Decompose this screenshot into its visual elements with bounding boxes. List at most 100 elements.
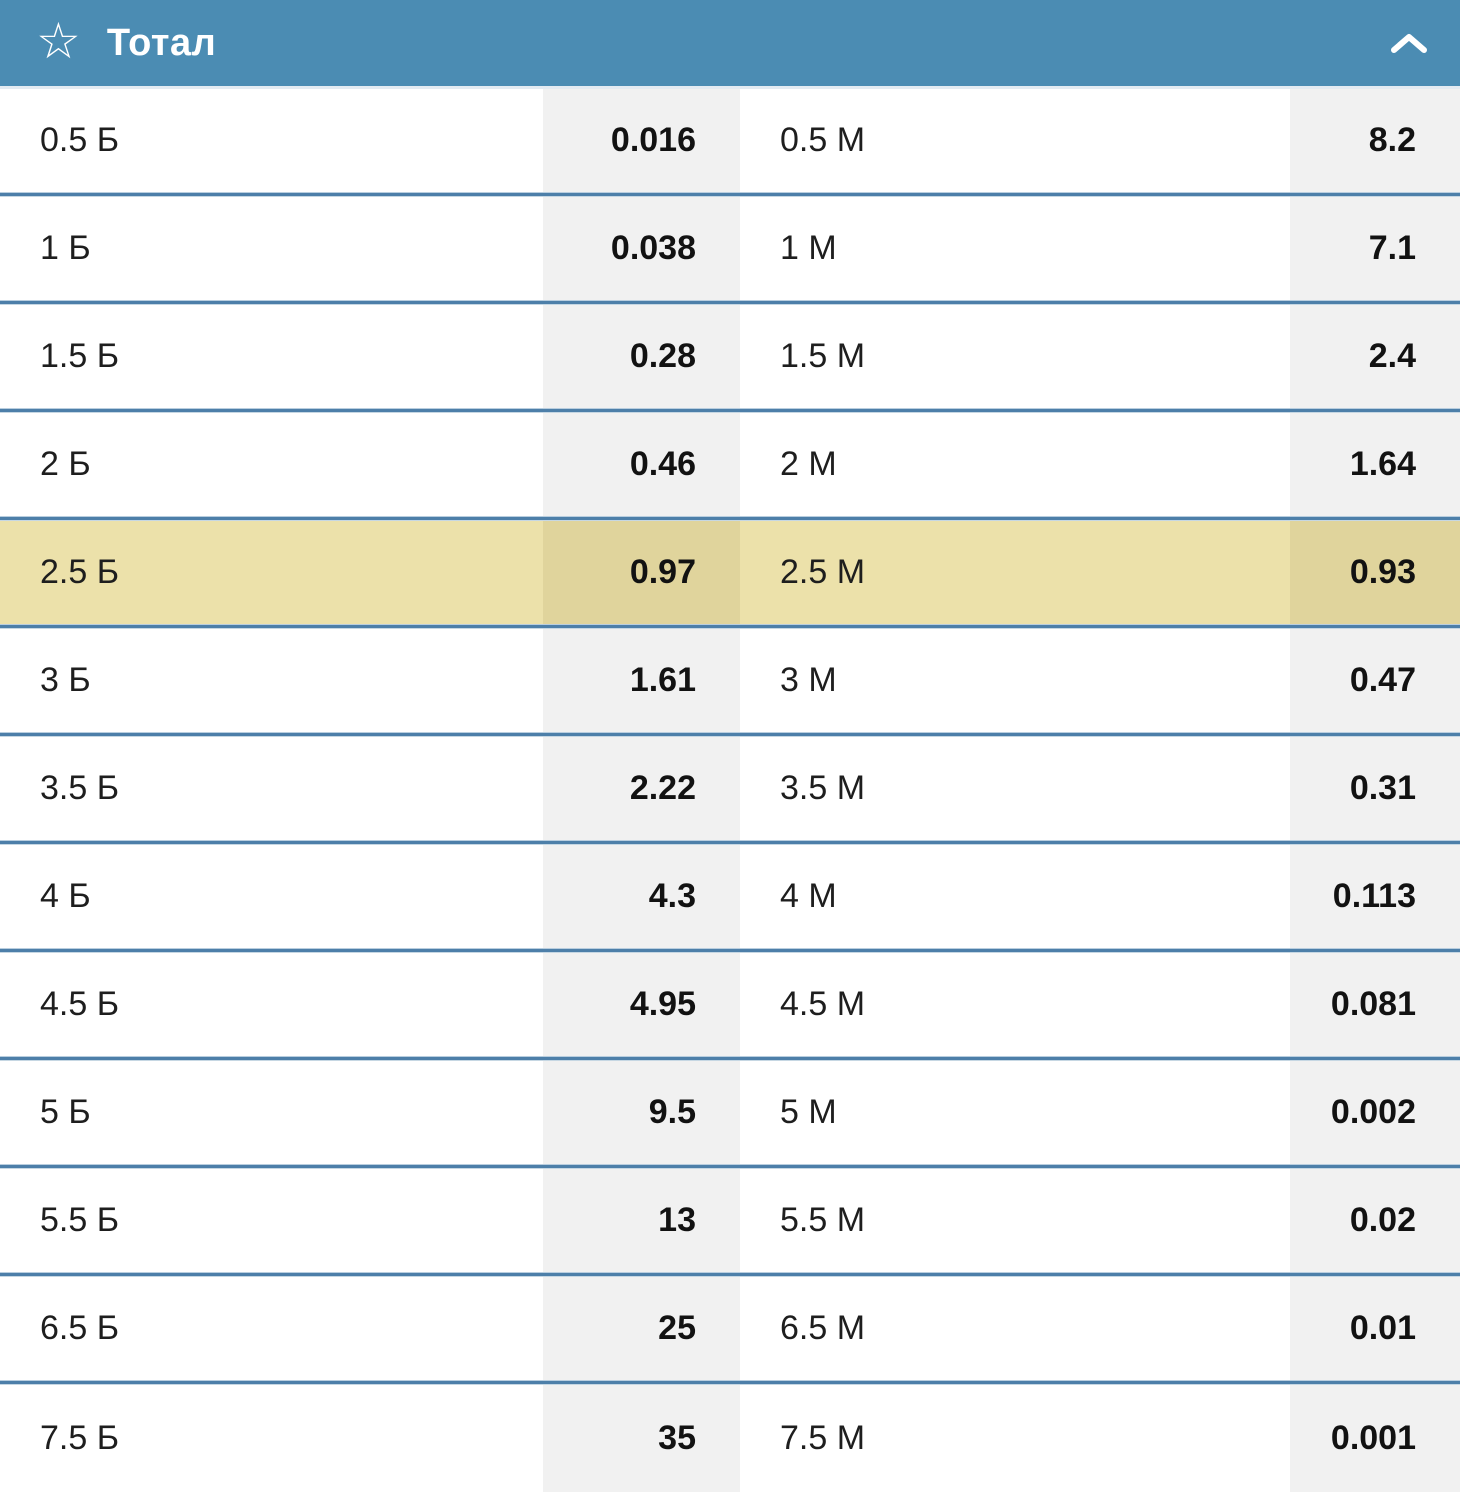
bet-over-odds: 13 (658, 1201, 696, 1239)
bet-option-under[interactable]: 7.5 М 0.001 (740, 1385, 1460, 1492)
bet-under-label: 5.5 М (780, 1201, 866, 1239)
bet-under-odds-cell: 2.4 (1290, 305, 1460, 408)
bet-over-odds-cell: 0.038 (543, 197, 740, 300)
bet-over-label: 4.5 Б (40, 985, 120, 1023)
bet-under-odds-cell: 0.31 (1290, 737, 1460, 840)
row-wrap: 6.5 Б 25 6.5 М 0.01 (0, 1277, 1460, 1385)
bet-over-odds: 1.61 (629, 661, 696, 699)
row-separator (0, 300, 1460, 305)
bet-under-label-cell: 2.5 М (740, 521, 1290, 624)
row-separator (0, 1272, 1460, 1277)
bet-under-label: 3 М (780, 661, 837, 699)
bet-under-label-cell: 5 М (740, 1061, 1290, 1164)
bet-under-odds: 7.1 (1368, 229, 1416, 267)
bet-under-odds-cell: 0.02 (1290, 1169, 1460, 1272)
bet-under-label-cell: 4.5 М (740, 953, 1290, 1056)
row-wrap: 5 Б 9.5 5 М 0.002 (0, 1061, 1460, 1169)
bet-under-label-cell: 1 М (740, 197, 1290, 300)
bet-over-odds-cell: 0.28 (543, 305, 740, 408)
bet-option-over[interactable]: 7.5 Б 35 (0, 1385, 740, 1492)
total-row: 2 Б 0.46 2 М 1.64 (0, 413, 1460, 516)
bet-over-label-cell: 3.5 Б (0, 737, 543, 840)
total-row: 7.5 Б 35 7.5 М 0.001 (0, 1385, 1460, 1492)
bet-option-over[interactable]: 5.5 Б 13 (0, 1169, 740, 1272)
bet-option-over[interactable]: 0.5 Б 0.016 (0, 89, 740, 192)
bet-over-label: 0.5 Б (40, 121, 120, 159)
bet-option-over[interactable]: 5 Б 9.5 (0, 1061, 740, 1164)
bet-option-over[interactable]: 1.5 Б 0.28 (0, 305, 740, 408)
row-wrap: 4.5 Б 4.95 4.5 М 0.081 (0, 953, 1460, 1061)
bet-over-label-cell: 5.5 Б (0, 1169, 543, 1272)
chevron-up-icon[interactable] (1388, 30, 1430, 56)
bet-option-over[interactable]: 4 Б 4.3 (0, 845, 740, 948)
total-row: 4 Б 4.3 4 М 0.113 (0, 845, 1460, 948)
bet-over-label-cell: 6.5 Б (0, 1277, 543, 1380)
bet-option-under[interactable]: 1.5 М 2.4 (740, 305, 1460, 408)
market-header[interactable]: ☆ Тотал (0, 0, 1460, 86)
bet-option-over[interactable]: 2.5 Б 0.97 (0, 521, 740, 624)
bet-option-over[interactable]: 4.5 Б 4.95 (0, 953, 740, 1056)
header-divider (0, 86, 1460, 89)
bet-option-over[interactable]: 1 Б 0.038 (0, 197, 740, 300)
total-row: 5 Б 9.5 5 М 0.002 (0, 1061, 1460, 1164)
bet-option-over[interactable]: 3 Б 1.61 (0, 629, 740, 732)
bet-under-label-cell: 2 М (740, 413, 1290, 516)
row-wrap: 0.5 Б 0.016 0.5 М 8.2 (0, 89, 1460, 197)
bet-under-odds: 8.2 (1368, 121, 1416, 159)
total-row: 0.5 Б 0.016 0.5 М 8.2 (0, 89, 1460, 192)
row-separator (0, 408, 1460, 413)
bet-under-label: 4 М (780, 877, 837, 915)
total-row: 6.5 Б 25 6.5 М 0.01 (0, 1277, 1460, 1380)
bet-under-label: 5 М (780, 1093, 837, 1131)
bet-over-label-cell: 4 Б (0, 845, 543, 948)
market-title: Тотал (106, 21, 217, 64)
bet-option-under[interactable]: 2 М 1.64 (740, 413, 1460, 516)
bet-over-odds-cell: 4.3 (543, 845, 740, 948)
bet-over-odds-cell: 0.016 (543, 89, 740, 192)
bet-over-odds: 4.95 (629, 985, 696, 1023)
bet-over-odds: 0.97 (629, 553, 696, 591)
bet-under-odds: 0.113 (1332, 877, 1416, 915)
total-row: 1 Б 0.038 1 М 7.1 (0, 197, 1460, 300)
bet-option-under[interactable]: 3 М 0.47 (740, 629, 1460, 732)
bet-option-under[interactable]: 0.5 М 8.2 (740, 89, 1460, 192)
bet-over-label: 6.5 Б (40, 1309, 120, 1347)
row-separator (0, 624, 1460, 629)
bet-option-over[interactable]: 6.5 Б 25 (0, 1277, 740, 1380)
bet-over-label-cell: 1.5 Б (0, 305, 543, 408)
bet-under-label-cell: 7.5 М (740, 1385, 1290, 1492)
row-separator (0, 840, 1460, 845)
bet-under-odds: 0.001 (1330, 1419, 1416, 1457)
bet-under-odds-cell: 0.002 (1290, 1061, 1460, 1164)
bet-under-odds-cell: 7.1 (1290, 197, 1460, 300)
bet-option-over[interactable]: 3.5 Б 2.22 (0, 737, 740, 840)
bet-under-odds-cell: 0.113 (1290, 845, 1460, 948)
row-wrap: 7.5 Б 35 7.5 М 0.001 (0, 1385, 1460, 1492)
bet-option-under[interactable]: 2.5 М 0.93 (740, 521, 1460, 624)
bet-option-over[interactable]: 2 Б 0.46 (0, 413, 740, 516)
row-wrap: 4 Б 4.3 4 М 0.113 (0, 845, 1460, 953)
bet-over-label: 1 Б (40, 229, 91, 267)
bet-option-under[interactable]: 3.5 М 0.31 (740, 737, 1460, 840)
bet-under-odds-cell: 0.081 (1290, 953, 1460, 1056)
bet-under-odds-cell: 0.47 (1290, 629, 1460, 732)
row-separator (0, 192, 1460, 197)
total-row: 4.5 Б 4.95 4.5 М 0.081 (0, 953, 1460, 1056)
bet-option-under[interactable]: 5 М 0.002 (740, 1061, 1460, 1164)
bet-over-odds-cell: 4.95 (543, 953, 740, 1056)
bet-under-label-cell: 5.5 М (740, 1169, 1290, 1272)
bet-under-label-cell: 3 М (740, 629, 1290, 732)
bet-option-under[interactable]: 4.5 М 0.081 (740, 953, 1460, 1056)
bet-option-under[interactable]: 6.5 М 0.01 (740, 1277, 1460, 1380)
bet-option-under[interactable]: 5.5 М 0.02 (740, 1169, 1460, 1272)
bet-option-under[interactable]: 1 М 7.1 (740, 197, 1460, 300)
row-separator (0, 1056, 1460, 1061)
bet-under-label: 6.5 М (780, 1309, 866, 1347)
favorite-star-icon[interactable]: ☆ (36, 13, 81, 69)
row-wrap: 2 Б 0.46 2 М 1.64 (0, 413, 1460, 521)
total-row: 1.5 Б 0.28 1.5 М 2.4 (0, 305, 1460, 408)
bet-under-label-cell: 1.5 М (740, 305, 1290, 408)
row-wrap: 3 Б 1.61 3 М 0.47 (0, 629, 1460, 737)
bet-over-label: 3.5 Б (40, 769, 120, 807)
bet-option-under[interactable]: 4 М 0.113 (740, 845, 1460, 948)
